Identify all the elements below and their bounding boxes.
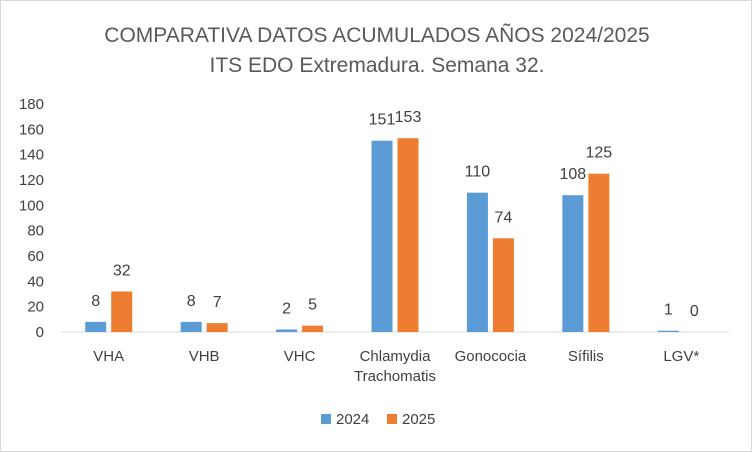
x-tick-label: Sífilis (568, 348, 604, 365)
bars (85, 138, 679, 332)
data-label-2025-6: 0 (690, 303, 699, 320)
bar-2024-4 (466, 192, 488, 332)
bar-2025-3 (397, 138, 419, 332)
bar-2025-0 (111, 291, 133, 332)
legend: 2024 2025 (321, 411, 435, 428)
data-label-2025-4: 74 (495, 209, 513, 226)
bar-2025-5 (588, 173, 610, 332)
x-axis-ticks: VHA VHB VHC Chlamydia Trachomatis Gonococia Sí… (93, 348, 699, 385)
legend-label-2024: 2024 (336, 411, 369, 428)
legend-swatch-2024 (321, 414, 331, 424)
legend-swatch-2025 (387, 414, 397, 424)
data-label-2025-2: 5 (308, 297, 317, 314)
bar-2024-2 (276, 329, 298, 332)
x-tick-label: Chlamydia Trachomatis (354, 348, 436, 385)
y-tick-label: 140 (19, 147, 44, 164)
y-tick-label: 160 (19, 121, 44, 138)
bar-2024-1 (180, 321, 202, 332)
data-label-2024-0: 8 (91, 293, 100, 310)
bar-2025-4 (492, 238, 514, 332)
data-label-2025-1: 7 (213, 294, 222, 311)
data-label-2025-0: 32 (113, 262, 131, 279)
bar-2024-6 (657, 330, 679, 332)
chart-subtitle: ITS EDO Extremadura. Semana 32. (210, 54, 545, 77)
data-label-2024-3: 151 (369, 112, 396, 129)
x-tick-label: LGV* (663, 348, 699, 365)
data-label-2024-4: 110 (465, 164, 491, 181)
bar-2025-1 (206, 323, 228, 332)
bar-2024-0 (85, 321, 107, 332)
y-axis-ticks: 0 20 40 60 80 100 120 140 160 180 (19, 96, 44, 341)
x-tick-label: VHA (93, 348, 124, 365)
y-tick-label: 100 (19, 197, 44, 214)
legend-label-2025: 2025 (402, 411, 435, 428)
y-tick-label: 20 (27, 299, 44, 316)
x-tick-label: VHB (189, 348, 220, 365)
data-label-2024-6: 1 (664, 302, 673, 319)
data-label-2025-3: 153 (395, 109, 422, 126)
data-label-2024-2: 2 (282, 300, 291, 317)
x-tick-label: Gonococia (455, 348, 527, 365)
y-tick-label: 80 (27, 223, 44, 240)
bar-2025-2 (302, 325, 324, 332)
y-tick-label: 40 (27, 273, 44, 290)
y-tick-label: 0 (36, 324, 44, 341)
y-tick-label: 60 (27, 248, 44, 265)
data-label-2025-5: 125 (586, 145, 613, 162)
x-tick-label: VHC (284, 348, 316, 365)
y-tick-label: 180 (19, 96, 44, 113)
chart-title: COMPARATIVA DATOS ACUMULADOS AÑOS 2024/2… (104, 23, 649, 47)
y-tick-label: 120 (19, 172, 44, 189)
bar-2024-3 (371, 140, 393, 332)
data-label-2024-1: 8 (187, 293, 196, 310)
bar-2024-5 (562, 195, 584, 332)
data-label-2024-5: 108 (560, 166, 587, 183)
